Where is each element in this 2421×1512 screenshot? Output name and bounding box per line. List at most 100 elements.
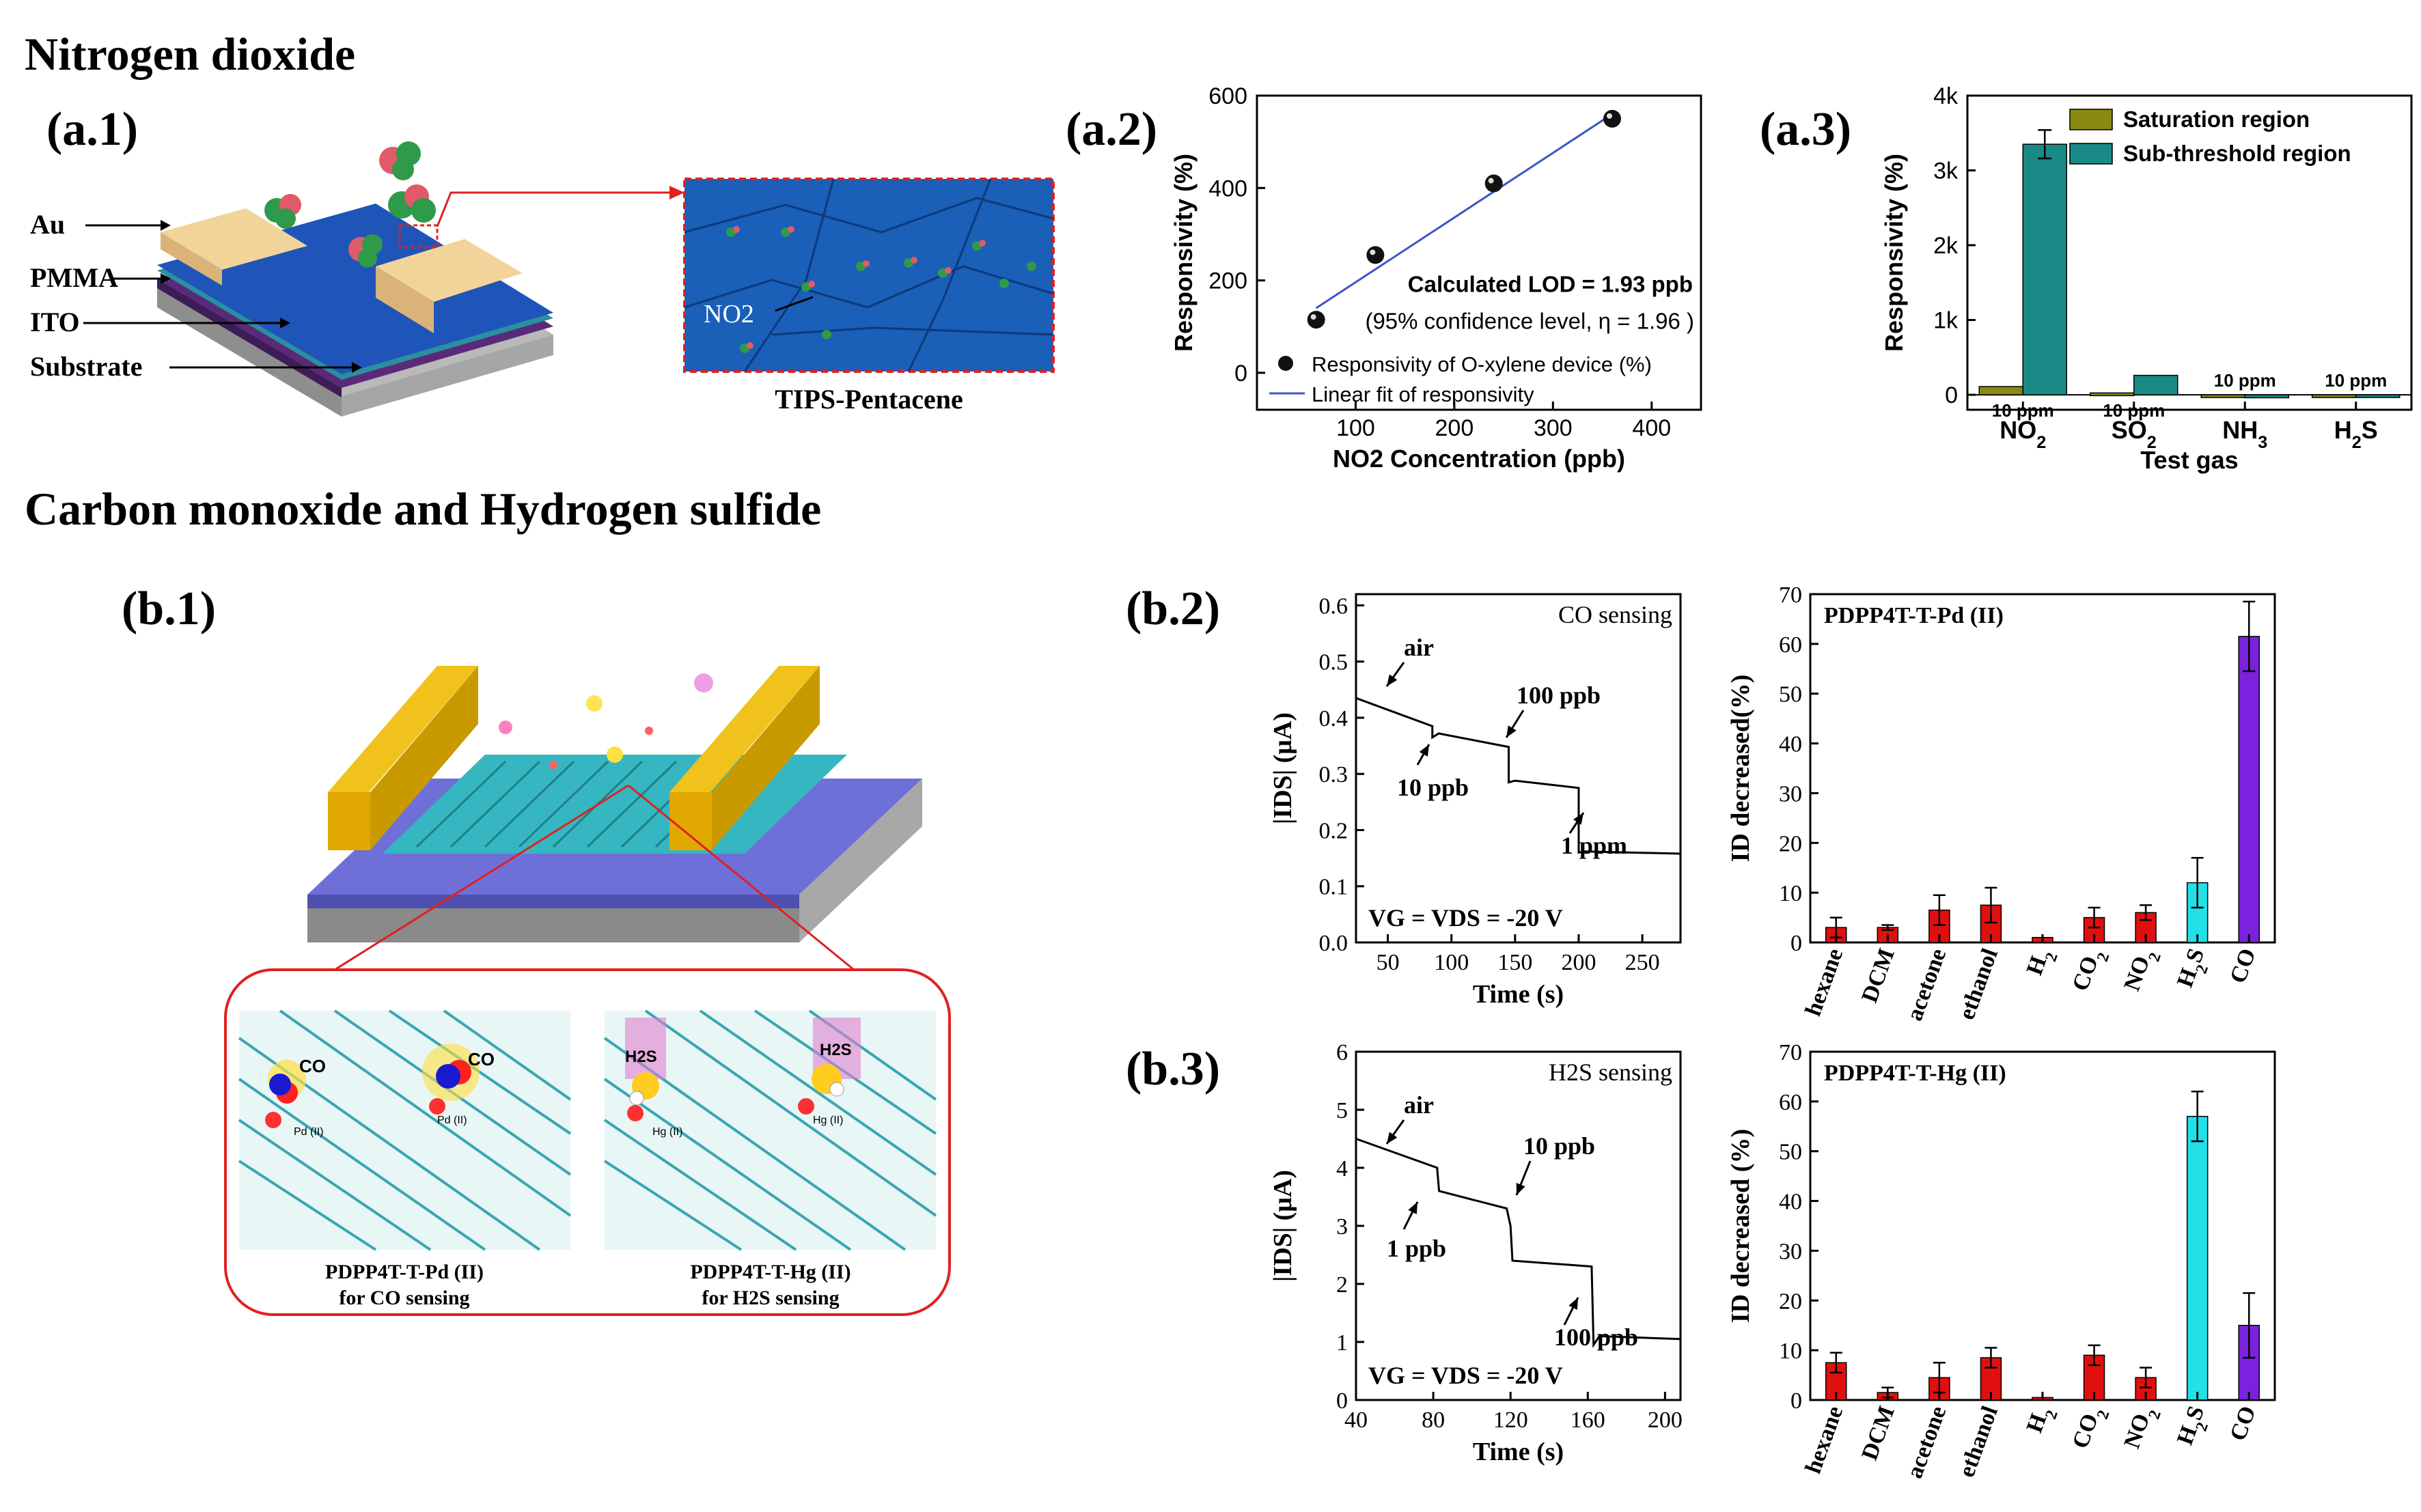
y-tick-label: 30: [1779, 1239, 1802, 1264]
panel-label-b2: (b.2): [1126, 583, 1221, 635]
y-tick-label: 0.4: [1319, 706, 1348, 731]
current-trace: [1355, 697, 1681, 855]
y-tick-label: 1: [1336, 1330, 1348, 1356]
panel-label-b1: (b.1): [122, 583, 217, 635]
x-tick-label: CO2: [2068, 1403, 2114, 1455]
y-tick-label: 0: [1790, 1388, 1802, 1414]
x-tick-label: DCM: [1857, 945, 1900, 1006]
bar: [2244, 394, 2289, 399]
chart-b3-h2s-sensing: 0 1 2 3 4 5 6 40 80 120 160 200 H2S sensing air 1 ppb 1…: [1269, 1040, 1683, 1466]
y-tick-label: 6: [1336, 1040, 1348, 1065]
y-tick-label: 0: [1234, 361, 1247, 387]
y-tick-label: 0.5: [1319, 650, 1348, 675]
legend-marker-points: [1278, 356, 1293, 371]
x-tick-label: 80: [1422, 1408, 1445, 1433]
no2-molecules: [264, 141, 436, 268]
y-axis-label: ID decreased(%): [1726, 675, 1755, 863]
bar: [2090, 392, 2135, 397]
y-tick-label: 3k: [1933, 158, 1959, 184]
chart-title: PDPP4T-T-Hg (II): [1824, 1061, 2006, 1086]
zoom-connector-line: [436, 191, 669, 227]
svg-text:Hg (II): Hg (II): [813, 1115, 843, 1126]
x-tick-label: 40: [1344, 1408, 1368, 1433]
annotation: air: [1404, 634, 1434, 661]
y-tick-label: 60: [1779, 632, 1802, 658]
annotation: 100 ppb: [1517, 682, 1601, 709]
y-tick-label: 3: [1336, 1214, 1348, 1240]
x-axis-label: NO2 Concentration (ppb): [1333, 445, 1625, 473]
x-tick-label: CO2: [2068, 945, 2114, 997]
y-tick-label: 10: [1779, 881, 1802, 906]
bar-label: 10 ppm: [2325, 370, 2387, 391]
annotation: 10 ppb: [1397, 774, 1469, 801]
gold-electrode-left: [328, 666, 478, 792]
gold-electrode-right: [669, 666, 820, 792]
y-tick-label: 20: [1779, 1289, 1802, 1314]
plot-frame: [1256, 94, 1702, 411]
y-axis-label: |IDS| (μA): [1269, 712, 1297, 824]
x-tick-label: NH3: [2222, 416, 2267, 452]
y-tick-label: 0: [1945, 382, 1958, 408]
fit-line: [1315, 113, 1613, 309]
y-axis-label: |IDS| (μA): [1269, 1170, 1297, 1282]
panel-label-a1: (a.1): [46, 103, 139, 156]
x-tick-label: hexane: [1801, 1403, 1849, 1477]
x-tick-label: H2S: [2172, 1403, 2217, 1451]
bar: [2312, 394, 2357, 398]
device-a1-schematic: Au PMMA ITO Substrate NO2 TIPS-Pentacene: [30, 141, 1055, 417]
legend-label: Sub-threshold region: [2123, 141, 2351, 166]
x-tick-label: NO2: [2119, 1403, 2165, 1455]
legend-label-fit: Linear fit of responsivity: [1312, 382, 1534, 406]
svg-text:H2S: H2S: [625, 1048, 657, 1066]
x-axis-label: Test gas: [2140, 446, 2238, 474]
x-tick-label: DCM: [1857, 1403, 1900, 1464]
annotation-arrowhead: [1506, 725, 1517, 738]
hg-inset: H2S H2S Hg (II) Hg (II): [603, 1009, 937, 1251]
x-tick-label: NO2: [2119, 945, 2165, 997]
zoom-region-box: [398, 224, 439, 249]
x-tick-label: H2S: [2334, 416, 2378, 452]
current-trace: [1355, 1138, 1681, 1349]
x-tick-label: CO: [2226, 945, 2261, 987]
chart-title: CO sensing: [1558, 601, 1672, 628]
bar: [2200, 394, 2245, 398]
data-point: [1484, 174, 1503, 193]
device-b1-schematic: CO CO Pd (II) Pd (II) H2S H2S Hg (II) Hg…: [224, 666, 951, 1316]
y-tick-label: 600: [1208, 83, 1247, 109]
x-tick-label: 200: [1435, 415, 1474, 441]
bias-annotation: VG = VDS = -20 V: [1368, 904, 1563, 932]
panel-label-a3: (a.3): [1760, 103, 1852, 156]
bias-annotation: VG = VDS = -20 V: [1368, 1362, 1563, 1389]
annotation-arrowhead: [1387, 674, 1398, 686]
section-title-nitrogen: Nitrogen dioxide: [25, 28, 356, 80]
pd-inset: CO CO Pd (II) Pd (II): [238, 1009, 572, 1251]
panel-label-b3: (b.3): [1126, 1043, 1221, 1095]
y-tick-label: 4k: [1933, 83, 1959, 109]
x-tick-label: 300: [1534, 415, 1573, 441]
y-tick-label: 30: [1779, 781, 1802, 807]
x-tick-label: ethanol: [1954, 1403, 2003, 1481]
y-axis-label: Responsivity (%): [1880, 154, 1908, 352]
annotation: 10 ppb: [1523, 1132, 1595, 1160]
data-point: [1307, 311, 1325, 329]
y-tick-label: 0.0: [1319, 931, 1348, 956]
annotation-arrowhead: [1408, 1202, 1417, 1214]
legend-swatch: [2069, 109, 2113, 130]
x-tick-label: acetone: [1902, 945, 1951, 1024]
bar: [1978, 386, 2023, 395]
svg-text:H2S: H2S: [820, 1041, 852, 1059]
label-au: Au: [30, 209, 65, 240]
x-tick-label: 150: [1497, 950, 1532, 975]
y-tick-label: 60: [1779, 1090, 1802, 1115]
plot-frame: [1355, 593, 1682, 944]
y-tick-label: 10: [1779, 1339, 1802, 1364]
annotation: 100 ppb: [1554, 1324, 1638, 1351]
x-tick-label: CO: [2226, 1403, 2261, 1444]
data-point-highlight: [1488, 178, 1494, 184]
legend-label: Saturation region: [2123, 107, 2310, 132]
x-axis-label: Time (s): [1473, 980, 1564, 1009]
y-tick-label: 0: [1336, 1388, 1348, 1414]
data-point-highlight: [1370, 249, 1376, 255]
section-title-co-h2s: Carbon monoxide and Hydrogen sulfide: [25, 483, 822, 535]
